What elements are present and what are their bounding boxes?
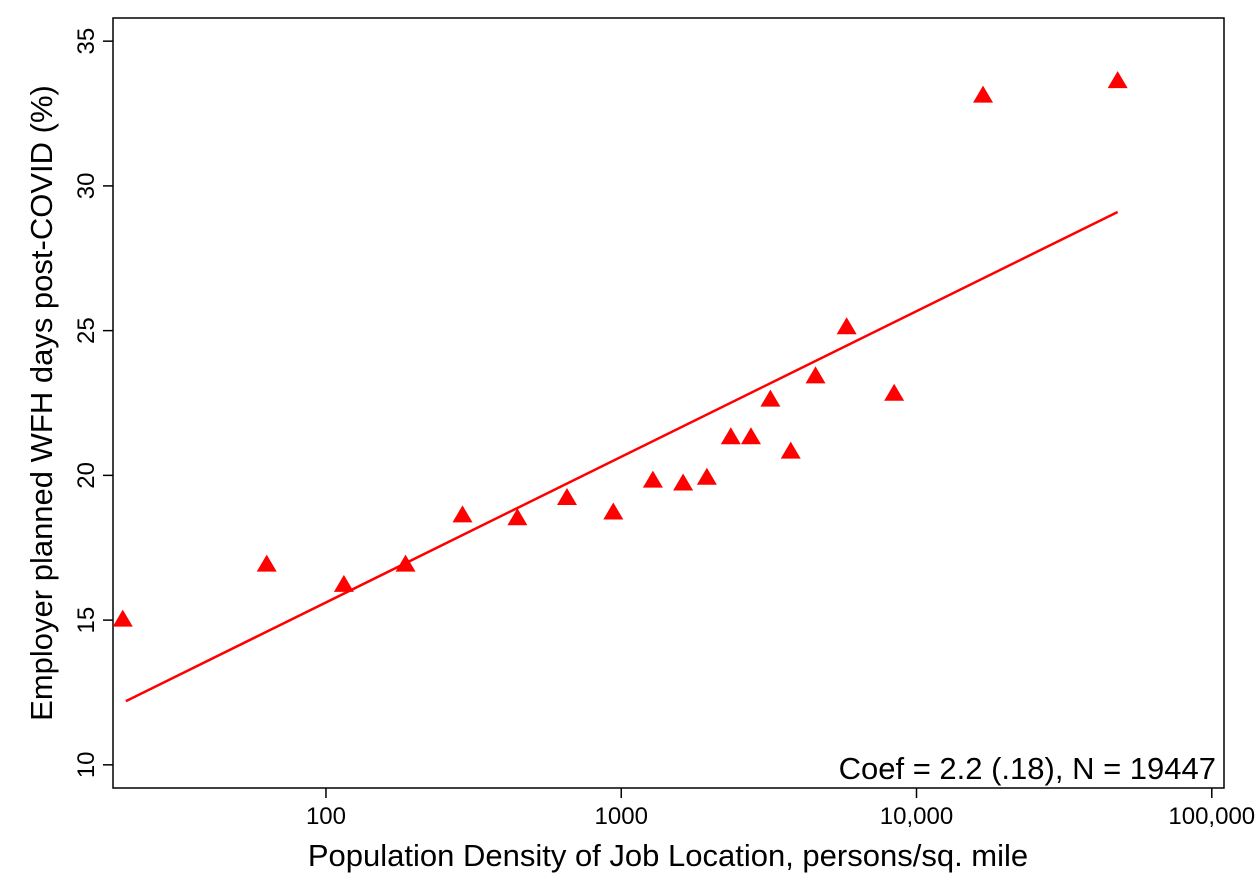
x-axis-title: Population Density of Job Location, pers… [308,838,1028,873]
data-point [1107,71,1128,89]
data-point [112,609,133,627]
data-point [720,427,741,445]
plot-area [112,17,1225,789]
fit-line [125,210,1119,703]
data-point [395,554,416,572]
y-tick-label: 25 [73,317,100,344]
data-point [452,505,473,523]
data-point [696,467,717,485]
y-axis: 10 15 20 25 30 35 [73,28,113,778]
data-point [780,441,801,459]
data-point [805,366,826,384]
x-tick-label: 1000 [595,803,648,830]
x-tick-label: 100 [306,803,346,830]
y-tick-label: 10 [73,751,100,778]
y-tick-label: 35 [73,28,100,55]
data-point [256,554,277,572]
data-point [333,574,354,592]
data-point [973,85,994,103]
annotation: Coef = 2.2 (.18), N = 19447 [839,751,1216,786]
data-points [112,71,1128,627]
data-point [642,470,663,488]
y-tick-label: 15 [73,607,100,634]
x-tick-label: 10,000 [880,803,953,830]
data-point [556,487,577,505]
data-point [673,473,694,491]
data-point [836,317,857,335]
y-tick-label: 30 [73,173,100,200]
data-point [740,427,761,445]
x-axis: 100 1000 10,000 100,000 [306,788,1255,830]
x-tick-label: 100,000 [1168,803,1255,830]
y-tick-label: 20 [73,462,100,489]
data-point [884,383,905,401]
data-point [603,502,624,520]
y-axis-title: Employer planned WFH days post-COVID (%) [24,85,59,721]
data-point [507,508,528,526]
data-point [760,389,781,407]
